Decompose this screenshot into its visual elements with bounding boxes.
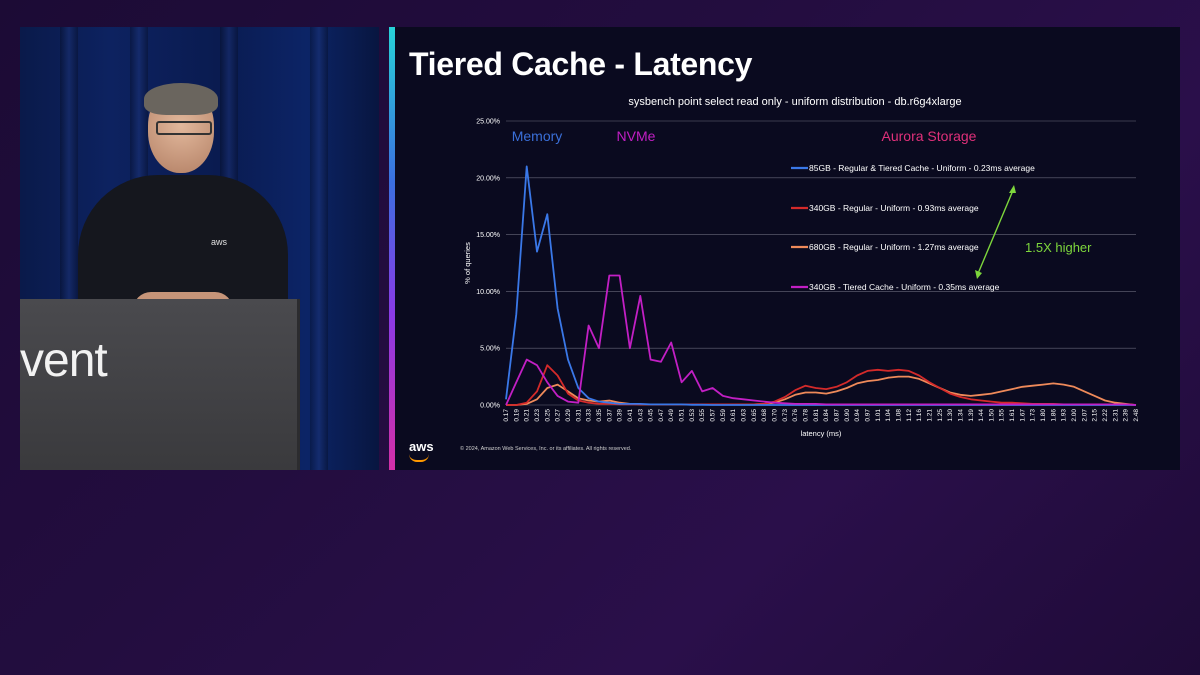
podium-text: vent bbox=[20, 334, 108, 387]
y-tick-label: 15.00% bbox=[476, 232, 500, 239]
speaker-video: aws vent bbox=[20, 27, 379, 470]
x-tick-label: 1.61 bbox=[1009, 409, 1016, 422]
aws-logo: aws bbox=[409, 439, 434, 454]
x-tick-label: 1.93 bbox=[1061, 409, 1068, 422]
y-axis-label: % of queries bbox=[463, 242, 472, 284]
x-tick-label: 0.68 bbox=[761, 409, 768, 422]
x-tick-label: 0.49 bbox=[668, 409, 675, 422]
legend-label: 85GB - Regular & Tiered Cache - Uniform … bbox=[809, 163, 1035, 173]
x-tick-label: 2.48 bbox=[1133, 409, 1140, 422]
x-tick-label: 0.31 bbox=[575, 409, 582, 422]
x-tick-label: 1.55 bbox=[999, 409, 1006, 422]
x-tick-label: 0.94 bbox=[854, 409, 861, 422]
x-tick-label: 0.78 bbox=[803, 409, 810, 422]
speaker-hair bbox=[144, 83, 218, 115]
x-tick-label: 0.87 bbox=[833, 409, 840, 422]
x-tick-label: 0.19 bbox=[513, 409, 520, 422]
series-line-2 bbox=[506, 375, 1137, 406]
x-tick-label: 0.17 bbox=[503, 409, 510, 422]
x-tick-label: 0.51 bbox=[679, 409, 686, 422]
x-tick-label: 0.76 bbox=[792, 409, 799, 422]
copyright-text: © 2024, Amazon Web Services, Inc. or its… bbox=[460, 446, 632, 452]
y-tick-label: 20.00% bbox=[476, 175, 500, 182]
x-tick-label: 0.25 bbox=[544, 409, 551, 422]
x-tick-label: 0.90 bbox=[844, 409, 851, 422]
x-axis-label: latency (ms) bbox=[801, 429, 842, 438]
legend-label: 340GB - Regular - Uniform - 0.93ms avera… bbox=[809, 203, 979, 213]
x-tick-label: 1.34 bbox=[957, 409, 964, 422]
x-tick-label: 1.04 bbox=[885, 409, 892, 422]
x-tick-label: 0.97 bbox=[864, 409, 871, 422]
x-tick-label: 1.86 bbox=[1050, 409, 1057, 422]
arrow-head-icon bbox=[975, 270, 982, 279]
x-tick-label: 1.39 bbox=[968, 409, 975, 422]
region-label: Aurora Storage bbox=[882, 128, 977, 144]
legend-label: 680GB - Regular - Uniform - 1.27ms avera… bbox=[809, 242, 979, 252]
x-tick-label: 1.25 bbox=[937, 409, 944, 422]
latency-chart: sysbench point select read only - unifor… bbox=[463, 96, 1140, 438]
slide-accent-bar bbox=[389, 27, 395, 470]
y-tick-label: 0.00% bbox=[480, 403, 500, 410]
x-tick-label: 0.73 bbox=[782, 409, 789, 422]
x-tick-label: 0.59 bbox=[720, 409, 727, 422]
region-label: NVMe bbox=[617, 128, 656, 144]
x-tick-label: 0.27 bbox=[555, 409, 562, 422]
series-line-3 bbox=[505, 274, 1137, 406]
x-tick-label: 0.41 bbox=[627, 409, 634, 422]
x-tick-label: 2.39 bbox=[1123, 409, 1130, 422]
x-tick-label: 0.84 bbox=[823, 409, 830, 422]
x-tick-label: 0.45 bbox=[648, 409, 655, 422]
arrow-head-icon bbox=[1009, 185, 1016, 193]
x-tick-label: 1.30 bbox=[947, 409, 954, 422]
x-tick-label: 0.65 bbox=[751, 409, 758, 422]
podium: vent bbox=[20, 299, 300, 470]
x-tick-label: 1.67 bbox=[1019, 409, 1026, 422]
x-tick-label: 1.08 bbox=[895, 409, 902, 422]
x-tick-label: 2.15 bbox=[1092, 409, 1099, 422]
x-tick-label: 0.29 bbox=[565, 409, 572, 422]
x-tick-label: 0.23 bbox=[534, 409, 541, 422]
slide-title: Tiered Cache - Latency bbox=[409, 46, 753, 82]
legend-label: 340GB - Tiered Cache - Uniform - 0.35ms … bbox=[809, 282, 1000, 292]
x-tick-label: 0.70 bbox=[772, 409, 779, 422]
x-tick-label: 0.61 bbox=[730, 409, 737, 422]
curtain-fold bbox=[310, 27, 328, 470]
x-tick-label: 0.35 bbox=[596, 409, 603, 422]
x-tick-label: 1.50 bbox=[988, 409, 995, 422]
x-tick-label: 1.12 bbox=[906, 409, 913, 422]
chart-title: sysbench point select read only - unifor… bbox=[628, 96, 961, 108]
x-tick-label: 0.21 bbox=[524, 409, 531, 422]
x-tick-label: 0.33 bbox=[586, 409, 593, 422]
shirt-logo: aws bbox=[211, 237, 228, 247]
y-tick-label: 5.00% bbox=[480, 346, 500, 353]
x-tick-label: 0.43 bbox=[637, 409, 644, 422]
x-tick-label: 2.07 bbox=[1081, 409, 1088, 422]
x-tick-label: 2.31 bbox=[1112, 409, 1119, 422]
x-tick-label: 2.22 bbox=[1102, 409, 1109, 422]
annotation-arrow bbox=[976, 187, 1015, 277]
x-tick-label: 0.81 bbox=[813, 409, 820, 422]
x-tick-label: 1.21 bbox=[926, 409, 933, 422]
x-tick-label: 0.39 bbox=[617, 409, 624, 422]
x-tick-label: 0.63 bbox=[741, 409, 748, 422]
x-tick-label: 0.57 bbox=[710, 409, 717, 422]
x-tick-label: 1.16 bbox=[916, 409, 923, 422]
region-label: Memory bbox=[512, 128, 563, 144]
presentation-slide: Tiered Cache - Latency sysbench point se… bbox=[389, 27, 1180, 470]
x-tick-label: 0.37 bbox=[606, 409, 613, 422]
x-tick-label: 1.44 bbox=[978, 409, 985, 422]
y-tick-label: 25.00% bbox=[476, 119, 500, 126]
x-tick-label: 1.01 bbox=[875, 409, 882, 422]
x-tick-label: 1.80 bbox=[1040, 409, 1047, 422]
speaker: aws bbox=[78, 83, 288, 365]
x-tick-label: 0.47 bbox=[658, 409, 665, 422]
y-tick-label: 10.00% bbox=[476, 289, 500, 296]
aws-smile-icon bbox=[409, 454, 429, 462]
annotation-text: 1.5X higher bbox=[1025, 240, 1092, 255]
speaker-glasses bbox=[156, 121, 212, 135]
x-tick-label: 0.55 bbox=[699, 409, 706, 422]
x-tick-label: 0.53 bbox=[689, 409, 696, 422]
x-tick-label: 1.73 bbox=[1030, 409, 1037, 422]
x-tick-label: 2.00 bbox=[1071, 409, 1078, 422]
